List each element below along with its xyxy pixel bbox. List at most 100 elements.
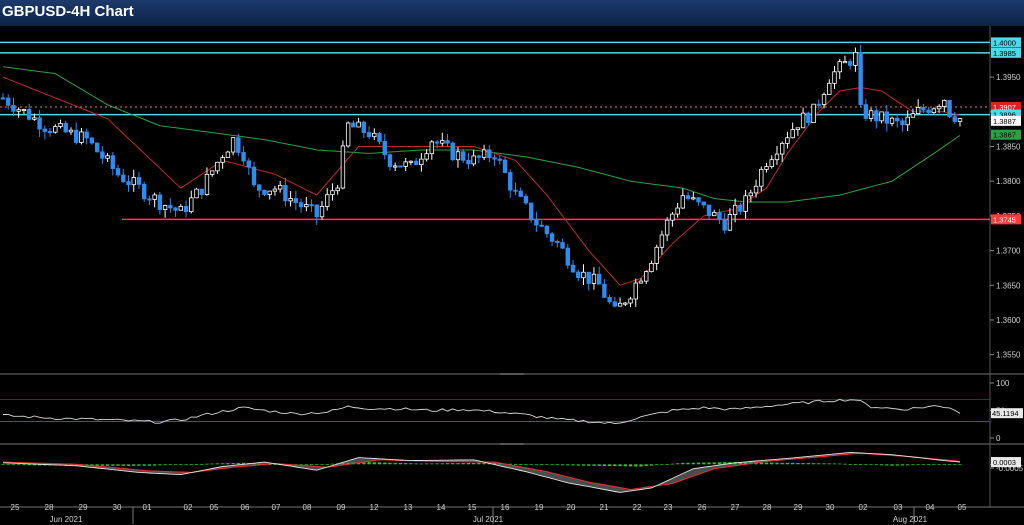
macd-histogram-bar bbox=[555, 464, 559, 466]
candle-body bbox=[936, 106, 942, 110]
candle-body bbox=[581, 271, 586, 279]
macd-histogram-bar bbox=[534, 464, 539, 466]
macd-histogram-bar bbox=[268, 464, 272, 466]
macd-histogram-bar bbox=[859, 464, 863, 466]
candle bbox=[926, 106, 931, 115]
macd-histogram-bar bbox=[226, 463, 230, 465]
candle bbox=[774, 145, 780, 165]
candle-body bbox=[738, 204, 743, 212]
candle bbox=[105, 153, 110, 162]
candle bbox=[157, 191, 163, 215]
macd-histogram-bar bbox=[681, 462, 685, 465]
candle bbox=[42, 125, 48, 140]
candle-body bbox=[785, 137, 790, 144]
candle bbox=[570, 259, 576, 273]
candle-body bbox=[241, 152, 246, 162]
macd-histogram-bar bbox=[576, 464, 580, 466]
macd-histogram-bar bbox=[325, 463, 329, 465]
candle bbox=[141, 181, 147, 202]
candle-body bbox=[199, 188, 204, 195]
macd-histogram-bar bbox=[932, 464, 936, 466]
candle bbox=[623, 302, 628, 307]
candle-body bbox=[858, 51, 863, 106]
macd-histogram-bar bbox=[560, 464, 565, 466]
candle-body bbox=[79, 131, 84, 143]
macd-histogram-bar bbox=[404, 463, 408, 465]
candle bbox=[555, 239, 560, 248]
macd-histogram-bar bbox=[895, 464, 899, 466]
candle-body bbox=[821, 94, 827, 105]
candle bbox=[785, 131, 790, 149]
candle-body bbox=[230, 137, 236, 153]
macd-histogram-bar bbox=[163, 464, 167, 466]
candle-body bbox=[576, 271, 581, 279]
candle-body bbox=[523, 196, 529, 204]
candle-body bbox=[644, 271, 649, 282]
candle bbox=[847, 58, 853, 70]
macd-histogram-bar bbox=[111, 464, 115, 466]
macd-histogram-bar bbox=[785, 462, 790, 465]
candle bbox=[37, 109, 42, 138]
macd-histogram-bar bbox=[377, 462, 382, 465]
candle bbox=[706, 204, 712, 220]
macd-histogram-bar bbox=[32, 464, 36, 466]
candle bbox=[345, 121, 351, 148]
candle-body bbox=[664, 219, 670, 236]
candle bbox=[528, 202, 534, 223]
candle bbox=[110, 152, 116, 176]
macd-histogram-bar bbox=[241, 462, 246, 465]
price-tick-label: 1.3550 bbox=[996, 351, 1021, 360]
candle-body bbox=[602, 283, 607, 298]
macd-histogram-bar bbox=[147, 464, 152, 466]
macd-histogram-bar bbox=[482, 462, 486, 465]
x-month-label: Aug 2021 bbox=[893, 515, 928, 524]
candle-body bbox=[549, 233, 555, 242]
macd-histogram-bar bbox=[670, 463, 674, 465]
x-tick-label: 06 bbox=[241, 503, 250, 512]
macd-histogram-bar bbox=[942, 464, 946, 466]
macd-histogram-bar bbox=[811, 463, 816, 465]
price-tick-label: 1.3850 bbox=[996, 142, 1021, 151]
candle bbox=[26, 103, 32, 121]
candle bbox=[429, 139, 435, 160]
candle bbox=[94, 142, 100, 153]
macd-histogram-bar bbox=[879, 464, 884, 466]
candle-body bbox=[26, 108, 32, 120]
candle-body bbox=[63, 123, 68, 133]
candle-body bbox=[32, 117, 37, 120]
candle bbox=[811, 103, 816, 124]
macd-histogram-bar bbox=[398, 462, 403, 465]
candle-body bbox=[931, 108, 937, 113]
candle bbox=[638, 278, 644, 284]
macd-histogram-bar bbox=[409, 463, 413, 465]
candle-body bbox=[335, 187, 340, 192]
candle bbox=[58, 119, 63, 129]
candle-body bbox=[236, 137, 241, 153]
candle-body bbox=[874, 110, 879, 122]
candle-body bbox=[612, 301, 618, 307]
candle-body bbox=[811, 103, 816, 124]
macd-histogram-bar bbox=[937, 464, 941, 466]
candle-body bbox=[21, 108, 27, 111]
candle-body bbox=[696, 197, 701, 203]
macd-histogram-bar bbox=[519, 464, 523, 465]
candle bbox=[16, 107, 21, 118]
candle-body bbox=[37, 117, 42, 130]
macd-histogram-bar bbox=[1, 464, 5, 466]
candle-body bbox=[827, 82, 832, 95]
candle-body bbox=[330, 190, 335, 196]
candle bbox=[617, 297, 623, 307]
candle-body bbox=[670, 213, 675, 221]
macd-histogram-bar bbox=[383, 462, 387, 465]
macd-histogram-bar bbox=[105, 464, 110, 466]
macd-histogram-bar bbox=[723, 462, 727, 465]
candle bbox=[293, 190, 299, 211]
candle-body bbox=[115, 168, 121, 176]
candle bbox=[879, 111, 884, 124]
candle-body bbox=[675, 207, 680, 215]
candle-body bbox=[659, 234, 665, 248]
candle-body bbox=[492, 157, 497, 160]
candle bbox=[889, 116, 895, 127]
x-tick-label: 12 bbox=[370, 503, 379, 512]
candle bbox=[366, 126, 372, 140]
